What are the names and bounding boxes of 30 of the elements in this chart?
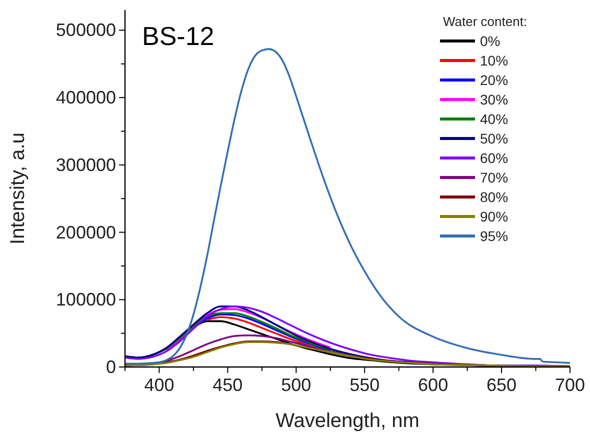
y-tick-label: 400000 — [56, 88, 116, 108]
x-axis-title: Wavelength, nm — [276, 410, 420, 432]
chart-title: BS-12 — [142, 21, 214, 51]
y-tick-label: 500000 — [56, 20, 116, 40]
legend-label: 50% — [480, 130, 508, 146]
legend-label: 30% — [480, 92, 508, 108]
legend-title: Water content: — [443, 14, 528, 29]
y-tick-label: 200000 — [56, 222, 116, 242]
y-axis-title: Intensity, a.u — [7, 132, 29, 244]
legend-label: 20% — [480, 72, 508, 88]
x-tick-label: 550 — [350, 375, 380, 395]
legend-label: 60% — [480, 150, 508, 166]
legend-label: 95% — [480, 228, 508, 244]
legend-label: 80% — [480, 189, 508, 205]
y-tick-label: 300000 — [56, 154, 116, 175]
line-series — [165, 308, 332, 352]
x-tick-label: 400 — [144, 375, 174, 395]
legend-label: 70% — [480, 170, 508, 186]
legend-label: 10% — [480, 52, 508, 68]
legend-label: 0% — [480, 33, 500, 49]
y-tick-label: 100000 — [56, 290, 116, 310]
legend-label: 40% — [480, 111, 508, 127]
x-tick-label: 650 — [486, 375, 517, 395]
legend-label: 90% — [480, 208, 508, 224]
x-tick-label: 500 — [281, 375, 312, 395]
line-series — [124, 48, 571, 365]
y-tick-label: 0 — [106, 357, 116, 377]
x-tick-label: 450 — [212, 375, 243, 395]
x-tick-label: 600 — [418, 375, 448, 395]
x-tick-label: 700 — [554, 375, 586, 395]
